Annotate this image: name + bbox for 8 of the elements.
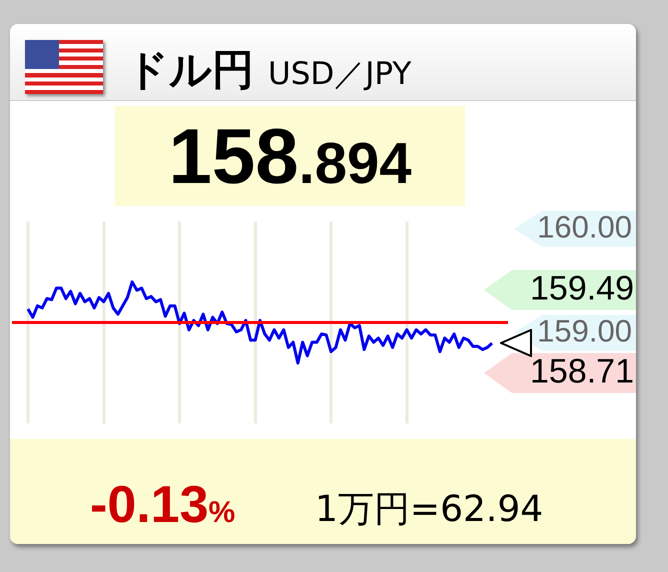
text: 158.71: [530, 352, 634, 390]
y-tick-label: 159.00: [537, 313, 632, 348]
chart-title: ドル円 USD／JPY: [126, 45, 412, 94]
y-tick-label: 160.00: [537, 209, 632, 244]
chart-subtitle: 158.894: [168, 112, 412, 200]
text: -0.13%: [90, 476, 236, 534]
text: 1万円=62.94: [315, 488, 544, 532]
text: 159.49: [530, 269, 634, 308]
